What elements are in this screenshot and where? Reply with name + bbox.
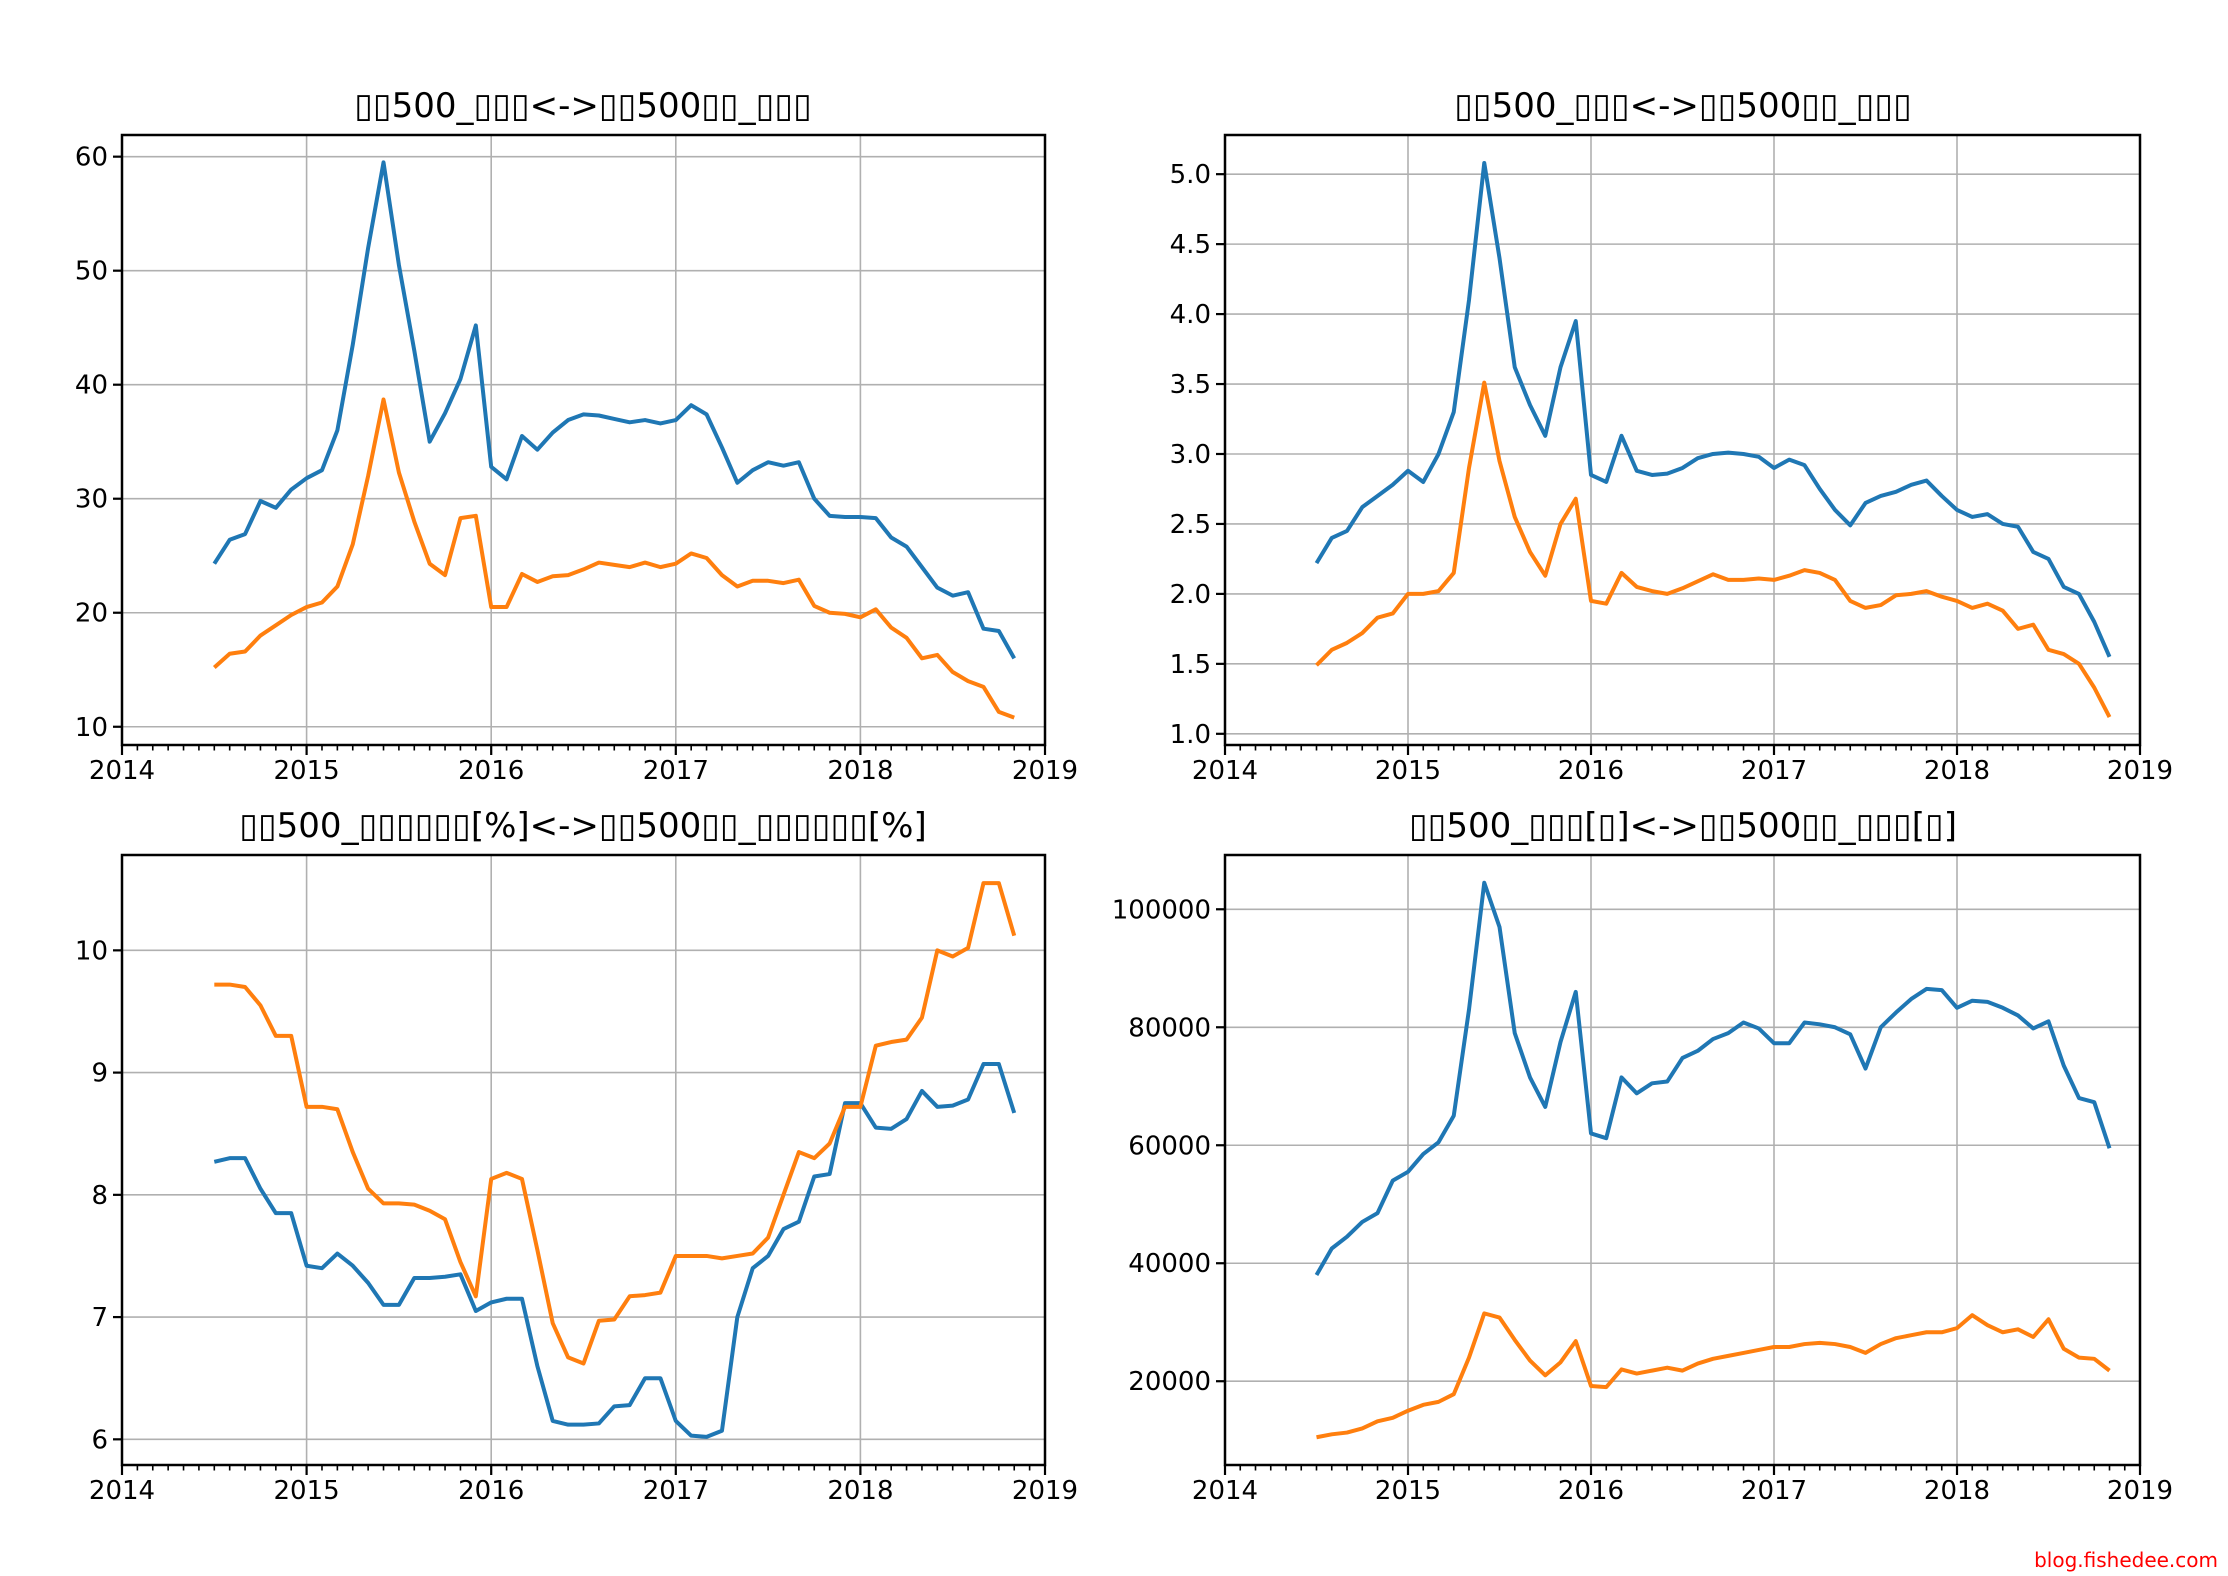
y-tick-label: 40000	[1128, 1249, 1211, 1279]
y-tick-label: 100000	[1114, 895, 1211, 925]
y-tick-label: 30	[75, 485, 108, 515]
x-tick-label: 2017	[1741, 756, 1807, 786]
series-orange-line	[1316, 1311, 2111, 1440]
y-tick-label: 9	[91, 1059, 108, 1089]
chart-title: ▯▯500_▯▯▯<->▯▯500▯▯_▯▯▯	[354, 86, 812, 126]
y-tick-label: 5.0	[1170, 160, 1211, 190]
axes-spines	[1223, 853, 2142, 1467]
x-tick-label: 2016	[458, 756, 524, 786]
y-tick-label: 8	[91, 1181, 108, 1211]
series-orange-line	[214, 881, 1017, 1366]
series-blue-line	[1314, 160, 2112, 658]
x-tick-label: 2017	[1741, 1476, 1807, 1506]
chart-svg-top-right: ▯▯500_▯▯▯<->▯▯500▯▯_▯▯▯ 2014 2015 2016 2017…	[1170, 86, 2173, 786]
y-tick-label: 1.5	[1170, 650, 1211, 680]
y-tick-label: 2.5	[1170, 510, 1211, 540]
y-tick-label: 60000	[1128, 1131, 1211, 1161]
chart-title: ▯▯500_▯▯▯▯▯▯[%]<->▯▯500▯▯_▯▯▯▯▯▯[%]	[239, 806, 927, 846]
series-orange-line	[1315, 380, 2112, 718]
x-tick-label: 2016	[1558, 1476, 1624, 1506]
y-tick-label: 10	[75, 713, 108, 743]
x-tick-label: 2014	[89, 1476, 155, 1506]
y-tick-label: 3.5	[1170, 370, 1211, 400]
x-tick-label: 2016	[458, 1476, 524, 1506]
series-orange-line	[212, 397, 1015, 720]
chart-svg-bottom-right: ▯▯500_▯▯▯[▯]<->▯▯500▯▯_▯▯▯[▯] 2014 2015 20…	[1114, 806, 2173, 1506]
x-tick-label: 2018	[1924, 756, 1990, 786]
x-tick-label: 2014	[1192, 1476, 1258, 1506]
y-tick-label: 4.5	[1170, 230, 1211, 260]
x-tick-label: 2014	[89, 756, 155, 786]
x-tick-label: 2017	[643, 756, 709, 786]
watermark-text: blog.fishedee.com	[2034, 1548, 2218, 1572]
y-tick-label: 4.0	[1170, 300, 1211, 330]
x-tick-label: 2017	[643, 1476, 709, 1506]
x-tick-label: 2019	[2107, 1476, 2173, 1506]
plot-area: 2014 2015 2016 2017 2018 2019 6 7 8 9 10	[75, 853, 1078, 1506]
y-tick-label: 40	[75, 371, 108, 401]
chart-svg-top-left: ▯▯500_▯▯▯<->▯▯500▯▯_▯▯▯ 2014 2015 2016 2017…	[75, 86, 1078, 786]
x-tick-label: 2018	[827, 756, 893, 786]
x-tick-label: 2018	[827, 1476, 893, 1506]
y-tick-label: 3.0	[1170, 440, 1211, 470]
series-blue-line	[212, 160, 1016, 660]
y-tick-label: 20	[75, 599, 108, 629]
y-tick-label: 2.0	[1170, 580, 1211, 610]
y-tick-label: 20000	[1128, 1367, 1211, 1397]
chart-title: ▯▯500_▯▯▯[▯]<->▯▯500▯▯_▯▯▯[▯]	[1409, 806, 1957, 846]
x-tick-label: 2015	[1375, 756, 1441, 786]
y-tick-label: 10	[75, 936, 108, 966]
series-blue-line	[1314, 880, 2112, 1277]
x-tick-label: 2019	[1012, 1476, 1078, 1506]
plot-area: 2014 2015 2016 2017 2018 2019 20000 40000 60000 8…	[1114, 853, 2173, 1506]
axes-spines	[120, 133, 1047, 747]
y-tick-label: 7	[91, 1303, 108, 1333]
x-tick-label: 2015	[1375, 1476, 1441, 1506]
plot-area: 2014 2015 2016 2017 2018 2019 10 20 30 40 50 60	[75, 133, 1078, 786]
plot-area: 2014 2015 2016 2017 2018 2019 1.0 1.5 2.0 2.5 3.0 3…	[1170, 133, 2173, 786]
y-tick-label: 50	[75, 257, 108, 287]
chart-top-right: ▯▯500_▯▯▯<->▯▯500▯▯_▯▯▯ 2014 2015 2016 2017…	[1114, 0, 2228, 788]
y-tick-label: 6	[91, 1425, 108, 1455]
axes-spines	[1223, 133, 2142, 747]
chart-bottom-right: ▯▯500_▯▯▯[▯]<->▯▯500▯▯_▯▯▯[▯] 2014 2015 20…	[1114, 788, 2228, 1576]
x-tick-label: 2019	[2107, 756, 2173, 786]
y-tick-label: 60	[75, 143, 108, 173]
chart-bottom-left: ▯▯500_▯▯▯▯▯▯[%]<->▯▯500▯▯_▯▯▯▯▯▯[%] 2014…	[0, 788, 1114, 1576]
chart-top-left: ▯▯500_▯▯▯<->▯▯500▯▯_▯▯▯ 2014 2015 2016 2017…	[0, 0, 1114, 788]
x-tick-label: 2015	[274, 756, 340, 786]
chart-svg-bottom-left: ▯▯500_▯▯▯▯▯▯[%]<->▯▯500▯▯_▯▯▯▯▯▯[%] 2014…	[75, 806, 1078, 1506]
x-tick-label: 2015	[274, 1476, 340, 1506]
x-tick-label: 2016	[1558, 756, 1624, 786]
axes-spines	[120, 853, 1047, 1467]
x-tick-label: 2019	[1012, 756, 1078, 786]
y-tick-label: 1.0	[1170, 720, 1211, 750]
chart-title: ▯▯500_▯▯▯<->▯▯500▯▯_▯▯▯	[1454, 86, 1912, 126]
y-tick-label: 80000	[1128, 1013, 1211, 1043]
series-blue-line	[213, 1062, 1017, 1439]
x-tick-label: 2014	[1192, 756, 1258, 786]
x-tick-label: 2018	[1924, 1476, 1990, 1506]
